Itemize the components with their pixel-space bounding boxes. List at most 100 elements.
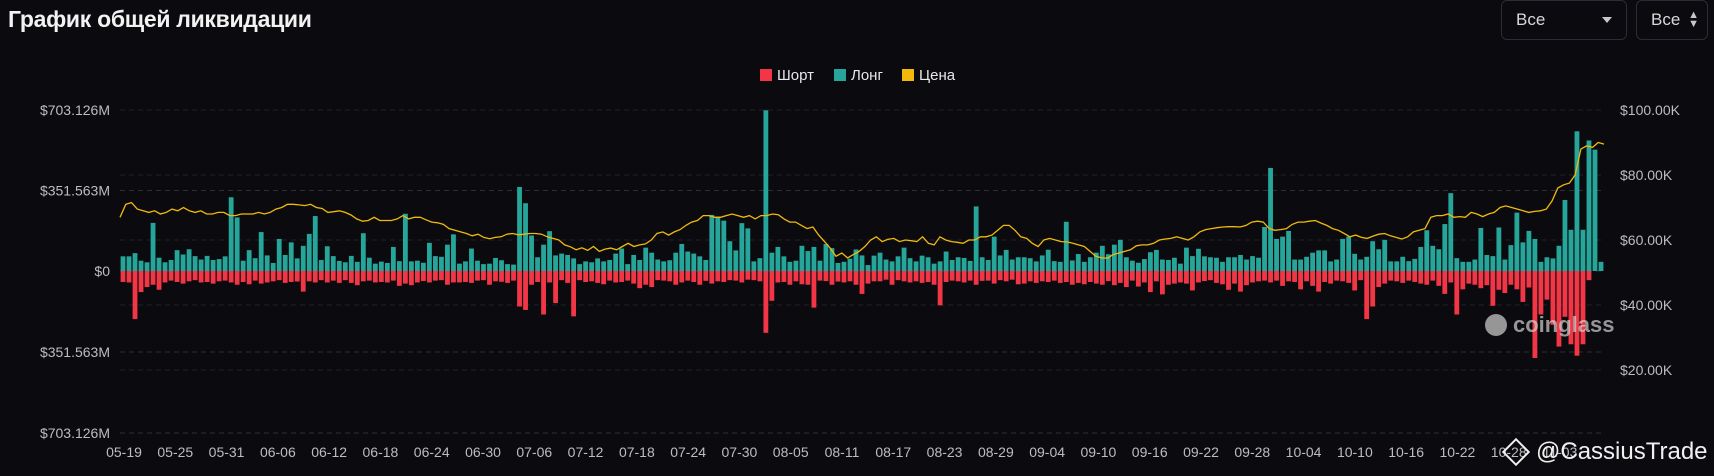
- long-bar: [1015, 257, 1021, 271]
- legend-swatch: [834, 69, 846, 81]
- long-bar: [1478, 227, 1484, 271]
- long-bar: [451, 234, 456, 271]
- long-bar: [1460, 261, 1466, 271]
- short-bar: [691, 271, 697, 282]
- short-bar: [661, 271, 667, 281]
- short-bar: [577, 271, 583, 281]
- x-tick-label: 07-12: [568, 444, 604, 460]
- short-bar: [138, 271, 144, 293]
- long-bar: [378, 261, 384, 271]
- short-bar: [781, 271, 787, 282]
- coin-select[interactable]: Все ▲ ▼: [1636, 0, 1708, 40]
- long-bar: [1111, 244, 1117, 271]
- long-bar: [553, 255, 558, 271]
- long-bar: [793, 260, 799, 271]
- long-bar: [1520, 242, 1526, 271]
- long-bar: [360, 233, 366, 271]
- watermark-text: coinglass: [1513, 312, 1615, 337]
- short-bar: [451, 271, 456, 283]
- short-bar: [625, 271, 631, 281]
- short-bar: [1466, 271, 1472, 284]
- y-left-tick-label: $0: [94, 263, 110, 279]
- long-bar: [1514, 212, 1520, 271]
- short-bar: [276, 271, 282, 281]
- x-tick-label: 10-22: [1440, 444, 1476, 460]
- long-bar: [1117, 239, 1123, 271]
- y-left-tick-label: $703.126M: [40, 425, 110, 441]
- short-bar: [1550, 271, 1556, 325]
- short-bar: [643, 271, 649, 285]
- long-bar: [1586, 140, 1592, 271]
- short-bar: [1045, 271, 1051, 282]
- x-tick-label: 07-30: [722, 444, 758, 460]
- long-bar: [1051, 261, 1057, 271]
- y-right-tick-label: $80.00K: [1620, 167, 1673, 183]
- long-bar: [997, 255, 1003, 271]
- short-bar: [433, 271, 438, 281]
- long-bar: [174, 250, 180, 271]
- long-bar: [673, 252, 679, 271]
- short-bar: [1400, 271, 1406, 283]
- short-bar: [264, 271, 270, 283]
- long-bar: [132, 253, 138, 271]
- long-bar: [961, 257, 967, 271]
- short-bar: [312, 271, 318, 283]
- short-bar: [216, 271, 222, 282]
- y-left-tick-label: $351.563M: [40, 183, 110, 199]
- long-bar: [541, 244, 546, 271]
- y-right-tick-label: $60.00K: [1620, 232, 1673, 248]
- short-bar: [847, 271, 853, 282]
- x-tick-label: 06-24: [414, 444, 450, 460]
- short-bar: [637, 271, 643, 289]
- long-bar: [547, 231, 552, 271]
- short-bar: [1394, 271, 1400, 282]
- short-bar: [162, 271, 168, 283]
- short-bar: [342, 271, 348, 281]
- short-bar: [619, 271, 625, 282]
- long-bar: [853, 249, 859, 271]
- long-bar: [144, 262, 150, 271]
- short-bar: [144, 271, 150, 288]
- long-bar: [907, 258, 913, 271]
- long-bar: [949, 260, 955, 271]
- short-bar: [1099, 271, 1105, 285]
- diamond-logo-icon: [1501, 437, 1531, 467]
- long-bar: [1184, 247, 1189, 271]
- x-tick-label: 10-28: [1491, 444, 1527, 460]
- short-bar: [1418, 271, 1424, 284]
- long-bar: [1141, 259, 1147, 271]
- long-bar: [324, 246, 330, 271]
- short-bar: [1009, 271, 1015, 280]
- short-bar: [120, 271, 126, 282]
- short-bar: [775, 271, 781, 283]
- long-bar: [475, 260, 480, 271]
- short-bar: [1232, 271, 1237, 284]
- long-bar: [811, 246, 817, 271]
- short-bar: [1117, 271, 1123, 283]
- short-bar: [1280, 271, 1285, 286]
- short-bar: [913, 271, 919, 282]
- short-bar: [1093, 271, 1099, 284]
- long-bar: [1208, 257, 1213, 271]
- long-bar: [649, 252, 655, 271]
- range-select[interactable]: Все: [1501, 0, 1627, 40]
- short-bar: [1274, 271, 1279, 281]
- short-bar: [751, 271, 757, 281]
- long-bar: [1226, 257, 1231, 271]
- x-tick-label: 09-28: [1234, 444, 1270, 460]
- short-bar: [1502, 271, 1508, 293]
- short-bar: [192, 271, 198, 281]
- short-bar: [1256, 271, 1261, 282]
- short-bar: [222, 271, 228, 281]
- short-bar: [541, 271, 546, 315]
- short-bar: [1424, 271, 1430, 285]
- short-bar: [1538, 271, 1544, 315]
- x-tick-label: 11-03: [1543, 444, 1578, 460]
- long-bar: [162, 262, 168, 271]
- short-bar: [1448, 271, 1454, 283]
- x-tick-label: 09-04: [1029, 444, 1065, 460]
- short-bar: [1147, 271, 1153, 293]
- long-bar: [1262, 227, 1267, 271]
- long-bar: [1298, 259, 1303, 271]
- short-bar: [1328, 271, 1334, 284]
